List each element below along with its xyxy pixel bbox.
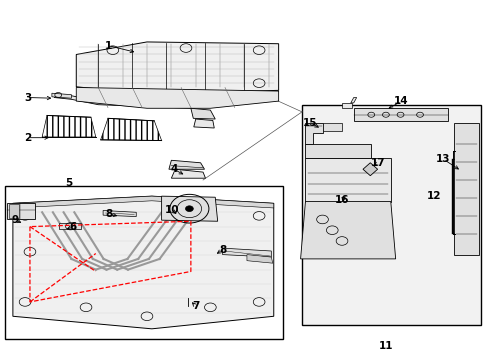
Polygon shape — [9, 204, 19, 218]
Text: 8: 8 — [219, 245, 226, 255]
Text: 2: 2 — [24, 133, 31, 143]
Polygon shape — [54, 94, 259, 108]
Polygon shape — [7, 203, 35, 220]
Text: 8: 8 — [105, 209, 112, 219]
Polygon shape — [13, 196, 273, 329]
Polygon shape — [341, 103, 351, 108]
Text: 3: 3 — [24, 93, 31, 103]
Text: 1: 1 — [104, 41, 111, 50]
Text: 5: 5 — [65, 178, 72, 188]
Text: 11: 11 — [378, 341, 392, 351]
Bar — [302, 105, 481, 325]
Polygon shape — [103, 211, 136, 217]
Polygon shape — [350, 98, 356, 103]
Polygon shape — [300, 202, 395, 259]
Polygon shape — [353, 108, 447, 121]
Text: 15: 15 — [303, 118, 317, 128]
Text: 7: 7 — [192, 301, 199, 311]
Polygon shape — [305, 158, 390, 202]
Polygon shape — [59, 223, 81, 229]
Text: 10: 10 — [165, 206, 179, 216]
Polygon shape — [161, 196, 217, 221]
Polygon shape — [453, 123, 478, 255]
Polygon shape — [362, 163, 377, 176]
Polygon shape — [193, 119, 214, 128]
Text: 17: 17 — [370, 158, 385, 168]
Text: 9: 9 — [12, 215, 19, 225]
Polygon shape — [13, 196, 273, 208]
Circle shape — [185, 206, 193, 212]
Polygon shape — [190, 108, 215, 119]
Text: 16: 16 — [334, 195, 348, 205]
Polygon shape — [42, 116, 96, 137]
Text: 13: 13 — [435, 154, 450, 164]
Polygon shape — [76, 87, 278, 108]
Text: 4: 4 — [170, 164, 177, 174]
Polygon shape — [222, 248, 271, 257]
Text: 14: 14 — [393, 96, 408, 106]
Polygon shape — [52, 93, 71, 98]
Bar — [4, 186, 282, 338]
Polygon shape — [322, 123, 341, 131]
Polygon shape — [168, 160, 204, 169]
Polygon shape — [76, 42, 278, 94]
Polygon shape — [305, 144, 370, 158]
Polygon shape — [101, 118, 161, 140]
Text: 6: 6 — [69, 222, 76, 231]
Polygon shape — [171, 169, 205, 178]
Polygon shape — [246, 255, 272, 263]
Text: 12: 12 — [426, 191, 440, 201]
Polygon shape — [305, 123, 322, 144]
